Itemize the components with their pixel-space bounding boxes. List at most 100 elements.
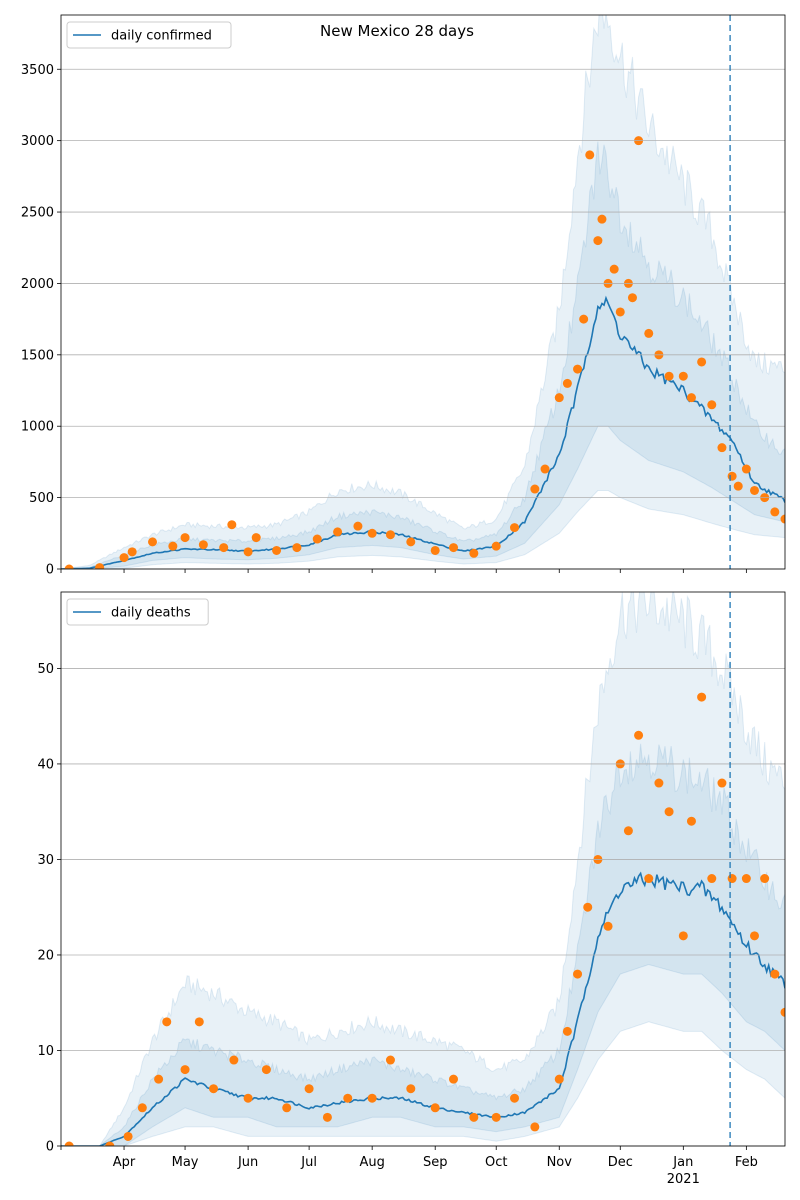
x-tick-label: Nov	[547, 1155, 573, 1170]
legend-box	[66, 598, 209, 626]
data-point	[430, 545, 440, 555]
x-tick-label: Jul	[300, 1155, 317, 1170]
data-point	[717, 443, 727, 453]
plot-area	[61, 592, 785, 1146]
data-point	[609, 264, 619, 274]
data-point	[678, 931, 688, 941]
data-point	[219, 543, 229, 553]
legend: daily confirmed	[66, 21, 232, 49]
data-point	[148, 537, 158, 547]
data-point	[697, 692, 707, 702]
data-point	[644, 328, 654, 338]
data-point	[741, 464, 751, 474]
data-point	[603, 921, 613, 931]
data-point	[654, 778, 664, 788]
data-point	[162, 1017, 172, 1027]
data-point	[367, 1093, 377, 1103]
data-point	[664, 807, 674, 817]
data-point	[469, 548, 479, 558]
data-point	[615, 307, 625, 317]
data-point	[168, 541, 178, 551]
data-point	[227, 520, 237, 530]
x-tick-label: Dec	[608, 1155, 633, 1170]
data-point	[449, 543, 459, 553]
confidence-band	[61, 141, 785, 569]
data-point	[198, 540, 208, 550]
data-point	[272, 545, 282, 555]
x-tick-label: Jan	[672, 1155, 693, 1170]
data-point	[749, 931, 759, 941]
x-tick-label: Oct	[485, 1155, 507, 1170]
data-point	[430, 1103, 440, 1113]
y-tick-label: 500	[29, 491, 54, 506]
y-tick-label: 0	[46, 563, 54, 578]
data-point	[510, 1093, 520, 1103]
y-tick-label: 10	[37, 1044, 54, 1059]
data-point	[95, 563, 105, 569]
legend-label: daily confirmed	[111, 29, 212, 44]
y-tick-label: 20	[37, 948, 54, 963]
data-point	[664, 371, 674, 381]
data-point	[623, 826, 633, 836]
y-tick-label: 40	[37, 757, 54, 772]
data-point	[554, 1074, 564, 1084]
data-point	[583, 902, 593, 912]
plot-area	[61, 15, 785, 569]
data-point	[579, 314, 589, 324]
data-point	[530, 484, 540, 494]
data-point	[707, 400, 717, 410]
data-point	[292, 543, 302, 553]
data-point	[322, 1112, 332, 1122]
x-tick-label: Jun	[237, 1155, 258, 1170]
data-point	[562, 1026, 572, 1036]
x-tick-label: Aug	[359, 1155, 384, 1170]
data-point	[491, 1112, 501, 1122]
data-point	[385, 1055, 395, 1065]
data-point	[562, 378, 572, 388]
confidence-band	[61, 15, 785, 569]
data-point	[585, 150, 595, 160]
data-point	[64, 1141, 74, 1146]
data-point	[573, 969, 583, 979]
data-point	[749, 485, 759, 495]
plot-frame	[60, 591, 786, 1147]
y-tick-label: 30	[37, 853, 54, 868]
data-point	[180, 533, 190, 543]
data-point	[741, 874, 751, 884]
series-line	[61, 295, 785, 569]
data-point	[678, 371, 688, 381]
data-point	[64, 564, 74, 569]
y-tick-label: 2500	[21, 206, 54, 221]
data-point	[137, 1103, 147, 1113]
data-point	[180, 1065, 190, 1075]
data-point	[333, 527, 343, 537]
x-tick-label: Sep	[423, 1155, 448, 1170]
data-point	[251, 533, 261, 543]
data-point	[597, 214, 607, 224]
deaths-panel: 0 10 20 30 40 50 Apr May Jun Jul Aug Sep Oct Nov Dec Ja…	[37, 591, 786, 1187]
data-point	[540, 464, 550, 474]
y-tick-label: 1000	[21, 420, 54, 435]
y-tick-label: 2000	[21, 277, 54, 292]
data-point	[717, 778, 727, 788]
x-tick-label: Feb	[735, 1155, 758, 1170]
data-point	[282, 1103, 292, 1113]
data-point	[385, 530, 395, 540]
data-point	[154, 1074, 164, 1084]
data-point	[304, 1084, 314, 1094]
legend: daily deaths	[66, 598, 209, 626]
chart-title: New Mexico 28 days	[320, 22, 474, 40]
data-point	[573, 364, 583, 374]
x-tick-label: Apr	[113, 1155, 136, 1170]
y-tick-label: 3500	[21, 63, 54, 78]
series-line	[61, 871, 785, 1146]
data-point	[406, 537, 416, 547]
data-point	[469, 1112, 479, 1122]
data-point	[261, 1065, 271, 1075]
data-point	[367, 528, 377, 538]
data-point	[707, 874, 717, 884]
y-tick-label: 50	[37, 662, 54, 677]
x-year-label: 2021	[667, 1172, 700, 1187]
data-point	[686, 393, 696, 403]
